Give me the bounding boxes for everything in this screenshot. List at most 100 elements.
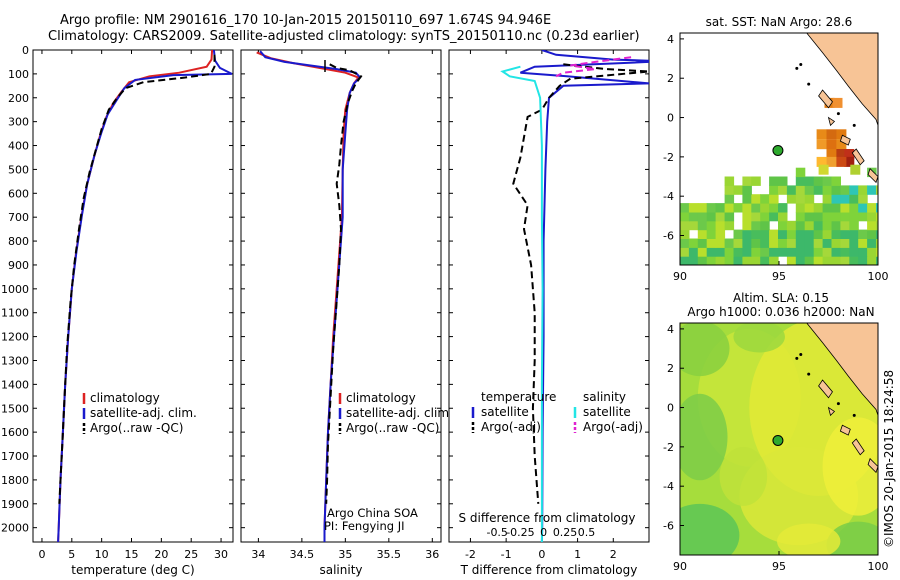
salinity-diff-xlabel: S difference from climatology: [459, 511, 636, 525]
salinity-diff-tick-label: -0.25: [506, 526, 534, 539]
sst-cell: [688, 211, 699, 222]
sst-cell: [831, 211, 841, 222]
island: [867, 167, 878, 184]
sst-cell: [849, 203, 859, 213]
sla-blob: [680, 393, 728, 481]
sst-cell: [724, 238, 735, 248]
island: [839, 424, 851, 436]
sst-cell: [786, 220, 797, 231]
sst-cell: [795, 176, 806, 186]
sst-cell: [867, 247, 877, 257]
sst-map-title: sat. SST: NaN Argo: 28.6: [706, 15, 853, 29]
sst-cell: [822, 229, 833, 239]
sst-cell: [778, 203, 788, 213]
islet: [807, 372, 811, 376]
difference-xtick-label: 1: [574, 548, 581, 561]
islet: [799, 352, 803, 356]
sst-cell: [849, 220, 859, 231]
map-xtick-label: 100: [868, 560, 889, 573]
sst-cell: [804, 238, 815, 248]
sst-cell: [795, 167, 806, 178]
legend-entry: satellite-adj. clim.: [346, 406, 453, 420]
difference-panel: -2 -1 0 1 2 T difference from climatology -0.5…: [448, 49, 650, 577]
difference-xtick-label: -1: [501, 548, 512, 561]
depth-tick-label: 1100: [1, 307, 29, 320]
sst-cell: [867, 238, 877, 248]
sst-cell: [751, 194, 761, 204]
sst-cell: [724, 194, 735, 204]
sst-cell: [822, 211, 833, 222]
sst-cell: [742, 247, 752, 257]
sst-cell: [715, 238, 726, 248]
argo-pi: PI: Fengying JI: [324, 519, 405, 533]
sst-cell: [858, 247, 868, 257]
legend-entry: satellite-adj. clim.: [90, 406, 197, 420]
map-ytick-label: -2: [663, 151, 674, 164]
islet: [852, 123, 856, 127]
depth-tick-label: 700: [8, 211, 29, 224]
sst-cell: [836, 139, 847, 150]
sst-cell: [795, 185, 806, 195]
legend-entry: climatology: [90, 391, 160, 405]
map-xtick-label: 100: [868, 270, 889, 283]
sst-cell: [778, 229, 788, 239]
legend-title-salinity: salinity: [583, 390, 626, 404]
sst-cell: [836, 149, 847, 159]
island: [851, 148, 865, 166]
sst-cell: [706, 247, 717, 257]
sst-cell: [795, 203, 806, 213]
sst-cell: [850, 164, 861, 175]
sst-cell: [831, 176, 841, 186]
sst-cell: [769, 256, 779, 265]
sst-cell: [795, 229, 806, 239]
sst-cell: [826, 139, 837, 150]
legend-entry: Argo(-adj): [583, 420, 643, 434]
sst-cell: [778, 247, 788, 257]
sst-cell: [697, 256, 708, 265]
salinity-axes-frame: [240, 49, 442, 543]
sst-cell: [840, 203, 850, 213]
island: [827, 116, 836, 127]
sst-cell: [849, 211, 859, 222]
sst-cell: [804, 211, 815, 222]
sst-cell: [858, 229, 868, 239]
sst-map-panel: 90 95 100 4 2 0 -2 -4 -6 sat. SST: NaN Argo: 28.6: [663, 15, 888, 283]
sla-blob: [680, 323, 730, 377]
sst-cell: [786, 185, 797, 195]
sst-cell: [769, 238, 779, 248]
map-ytick-label: 2: [667, 72, 674, 85]
sst-cell: [831, 194, 841, 204]
sst-cell: [760, 247, 770, 257]
sst-cell: [769, 203, 779, 213]
sst-cell: [697, 211, 708, 222]
sst-cell: [836, 129, 847, 140]
sst-cell: [831, 238, 841, 248]
sst-cell: [786, 194, 797, 204]
sst-cell: [733, 185, 743, 195]
sst-cell: [697, 203, 708, 213]
sst-cell: [760, 203, 770, 213]
sst-cell: [778, 211, 788, 222]
salinity-xlabel: salinity: [319, 563, 362, 577]
sst-cell: [822, 176, 833, 186]
sst-cell: [844, 156, 855, 167]
sst-cell: [697, 247, 708, 257]
sst-cell: [876, 238, 878, 248]
sst-cell: [715, 203, 726, 213]
temperature-xtick-label: 25: [184, 548, 198, 561]
depth-tick-label: 1800: [1, 474, 29, 487]
salinity-panel: 34 34.5 35 35.5 36 salinity climatologysatelli…: [240, 49, 453, 577]
sst-cell: [840, 220, 850, 231]
sst-cell: [706, 229, 717, 239]
sst-cell: [840, 229, 850, 239]
sst-cell: [867, 211, 877, 222]
sst-cell: [816, 129, 827, 140]
sst-cell: [769, 185, 779, 195]
sst-cell: [804, 176, 815, 186]
sla-map-title: Altim. SLA: 0.15: [733, 291, 829, 305]
map-ytick-label: 4: [667, 33, 674, 46]
sst-cell: [822, 238, 833, 248]
sst-cell: [724, 220, 735, 231]
sst-cell: [849, 185, 859, 195]
sst-cell: [760, 211, 770, 222]
